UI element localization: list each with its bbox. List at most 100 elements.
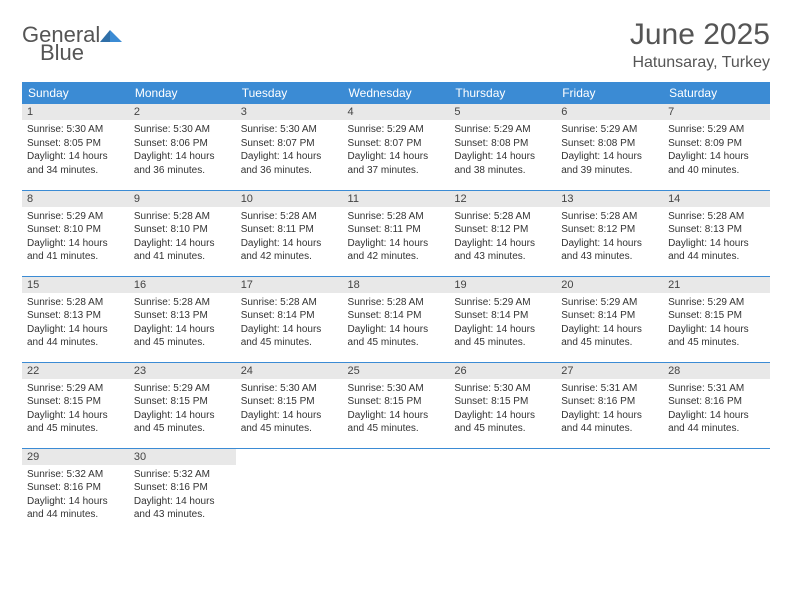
day-details: Sunrise: 5:28 AMSunset: 8:11 PMDaylight:…	[343, 207, 450, 268]
calendar-cell: 2Sunrise: 5:30 AMSunset: 8:06 PMDaylight…	[129, 104, 236, 190]
sunset-text: Sunset: 8:13 PM	[27, 309, 124, 323]
calendar-cell: 7Sunrise: 5:29 AMSunset: 8:09 PMDaylight…	[663, 104, 770, 190]
sunrise-text: Sunrise: 5:28 AM	[134, 210, 231, 224]
day-number: 30	[129, 449, 236, 465]
calendar-row: 15Sunrise: 5:28 AMSunset: 8:13 PMDayligh…	[22, 276, 770, 362]
weekday-header: Saturday	[663, 82, 770, 104]
day-details: Sunrise: 5:29 AMSunset: 8:09 PMDaylight:…	[663, 120, 770, 181]
sunset-text: Sunset: 8:14 PM	[241, 309, 338, 323]
location-text: Hatunsaray, Turkey	[630, 54, 770, 72]
sunset-text: Sunset: 8:15 PM	[27, 395, 124, 409]
sunrise-text: Sunrise: 5:29 AM	[454, 123, 551, 137]
day-details: Sunrise: 5:28 AMSunset: 8:14 PMDaylight:…	[343, 293, 450, 354]
day-number: 7	[663, 104, 770, 120]
day-details: Sunrise: 5:30 AMSunset: 8:15 PMDaylight:…	[236, 379, 343, 440]
daylight-text: Daylight: 14 hours and 42 minutes.	[241, 237, 338, 264]
calendar-cell: 15Sunrise: 5:28 AMSunset: 8:13 PMDayligh…	[22, 276, 129, 362]
calendar-cell: 28Sunrise: 5:31 AMSunset: 8:16 PMDayligh…	[663, 362, 770, 448]
calendar-cell: ..	[236, 448, 343, 534]
daylight-text: Daylight: 14 hours and 34 minutes.	[27, 150, 124, 177]
calendar-cell: ..	[343, 448, 450, 534]
sunrise-text: Sunrise: 5:30 AM	[241, 123, 338, 137]
calendar-row: 29Sunrise: 5:32 AMSunset: 8:16 PMDayligh…	[22, 448, 770, 534]
calendar-cell: 13Sunrise: 5:28 AMSunset: 8:12 PMDayligh…	[556, 190, 663, 276]
sunset-text: Sunset: 8:16 PM	[668, 395, 765, 409]
day-number: 25	[343, 363, 450, 379]
day-details: Sunrise: 5:30 AMSunset: 8:05 PMDaylight:…	[22, 120, 129, 181]
day-number: 13	[556, 191, 663, 207]
calendar-cell: 26Sunrise: 5:30 AMSunset: 8:15 PMDayligh…	[449, 362, 556, 448]
calendar-row: 22Sunrise: 5:29 AMSunset: 8:15 PMDayligh…	[22, 362, 770, 448]
day-number: 15	[22, 277, 129, 293]
calendar-cell: ..	[663, 448, 770, 534]
sunrise-text: Sunrise: 5:28 AM	[241, 296, 338, 310]
day-number: 20	[556, 277, 663, 293]
day-number: 19	[449, 277, 556, 293]
day-details: Sunrise: 5:31 AMSunset: 8:16 PMDaylight:…	[556, 379, 663, 440]
sunset-text: Sunset: 8:12 PM	[454, 223, 551, 237]
calendar-cell: 30 Sunrise: 5:32 AMSunset: 8:16 PMDayligh…	[129, 448, 236, 534]
calendar-cell: 16Sunrise: 5:28 AMSunset: 8:13 PMDayligh…	[129, 276, 236, 362]
weekday-header: Wednesday	[343, 82, 450, 104]
day-number: 8	[22, 191, 129, 207]
title-block: June 2025 Hatunsaray, Turkey	[630, 18, 770, 72]
sunrise-text: Sunrise: 5:28 AM	[454, 210, 551, 224]
calendar-cell: 29Sunrise: 5:32 AMSunset: 8:16 PMDayligh…	[22, 448, 129, 534]
day-number: 2	[129, 104, 236, 120]
calendar-cell: 24Sunrise: 5:30 AMSunset: 8:15 PMDayligh…	[236, 362, 343, 448]
calendar-cell: 6Sunrise: 5:29 AMSunset: 8:08 PMDaylight…	[556, 104, 663, 190]
day-details: Sunrise: 5:28 AMSunset: 8:14 PMDaylight:…	[236, 293, 343, 354]
sunset-text: Sunset: 8:15 PM	[348, 395, 445, 409]
day-details: Sunrise: 5:32 AMSunset: 8:16 PMDaylight:…	[22, 465, 129, 526]
sunset-text: Sunset: 8:06 PM	[134, 137, 231, 151]
daylight-text: Daylight: 14 hours and 43 minutes.	[454, 237, 551, 264]
daylight-text: Daylight: 14 hours and 42 minutes.	[348, 237, 445, 264]
sunset-text: Sunset: 8:16 PM	[134, 481, 231, 495]
day-number: 28	[663, 363, 770, 379]
sunset-text: Sunset: 8:12 PM	[561, 223, 658, 237]
weekday-header: Thursday	[449, 82, 556, 104]
sunrise-text: Sunrise: 5:29 AM	[134, 382, 231, 396]
day-details: Sunrise: 5:28 AMSunset: 8:13 PMDaylight:…	[129, 293, 236, 354]
calendar-cell: 27Sunrise: 5:31 AMSunset: 8:16 PMDayligh…	[556, 362, 663, 448]
day-number: 6	[556, 104, 663, 120]
day-number: 27	[556, 363, 663, 379]
daylight-text: Daylight: 14 hours and 40 minutes.	[668, 150, 765, 177]
day-details: Sunrise: 5:29 AMSunset: 8:08 PMDaylight:…	[556, 120, 663, 181]
sunset-text: Sunset: 8:14 PM	[561, 309, 658, 323]
sunset-text: Sunset: 8:15 PM	[134, 395, 231, 409]
calendar-cell: 4Sunrise: 5:29 AMSunset: 8:07 PMDaylight…	[343, 104, 450, 190]
sunrise-text: Sunrise: 5:29 AM	[668, 296, 765, 310]
sunrise-text: Sunrise: 5:29 AM	[348, 123, 445, 137]
day-number: 26	[449, 363, 556, 379]
daylight-text: Daylight: 14 hours and 37 minutes.	[348, 150, 445, 177]
sunset-text: Sunset: 8:10 PM	[27, 223, 124, 237]
daylight-text: Daylight: 14 hours and 43 minutes.	[561, 237, 658, 264]
sunrise-text: Sunrise: 5:28 AM	[668, 210, 765, 224]
sunset-text: Sunset: 8:16 PM	[27, 481, 124, 495]
sunset-text: Sunset: 8:08 PM	[454, 137, 551, 151]
day-details: Sunrise: 5:28 AMSunset: 8:12 PMDaylight:…	[449, 207, 556, 268]
daylight-text: Daylight: 14 hours and 45 minutes.	[241, 323, 338, 350]
sunset-text: Sunset: 8:11 PM	[348, 223, 445, 237]
sunrise-text: Sunrise: 5:29 AM	[454, 296, 551, 310]
day-details: Sunrise: 5:30 AMSunset: 8:07 PMDaylight:…	[236, 120, 343, 181]
sunrise-text: Sunrise: 5:28 AM	[27, 296, 124, 310]
calendar-cell: ..	[556, 448, 663, 534]
sunrise-text: Sunrise: 5:29 AM	[27, 382, 124, 396]
day-details: Sunrise: 5:28 AMSunset: 8:13 PMDaylight:…	[663, 207, 770, 268]
sunrise-text: Sunrise: 5:30 AM	[348, 382, 445, 396]
day-details: Sunrise: 5:31 AMSunset: 8:16 PMDaylight:…	[663, 379, 770, 440]
daylight-text: Daylight: 14 hours and 45 minutes.	[454, 409, 551, 436]
logo-mark-icon	[100, 24, 122, 40]
sunrise-text: Sunrise: 5:32 AM	[134, 468, 231, 482]
daylight-text: Daylight: 14 hours and 43 minutes.	[134, 495, 231, 522]
calendar-cell: 17Sunrise: 5:28 AMSunset: 8:14 PMDayligh…	[236, 276, 343, 362]
calendar-cell: 14Sunrise: 5:28 AMSunset: 8:13 PMDayligh…	[663, 190, 770, 276]
daylight-text: Daylight: 14 hours and 44 minutes.	[668, 409, 765, 436]
weekday-header: Tuesday	[236, 82, 343, 104]
calendar-cell: 3Sunrise: 5:30 AMSunset: 8:07 PMDaylight…	[236, 104, 343, 190]
sunset-text: Sunset: 8:07 PM	[348, 137, 445, 151]
day-number: 21	[663, 277, 770, 293]
sunrise-text: Sunrise: 5:31 AM	[668, 382, 765, 396]
